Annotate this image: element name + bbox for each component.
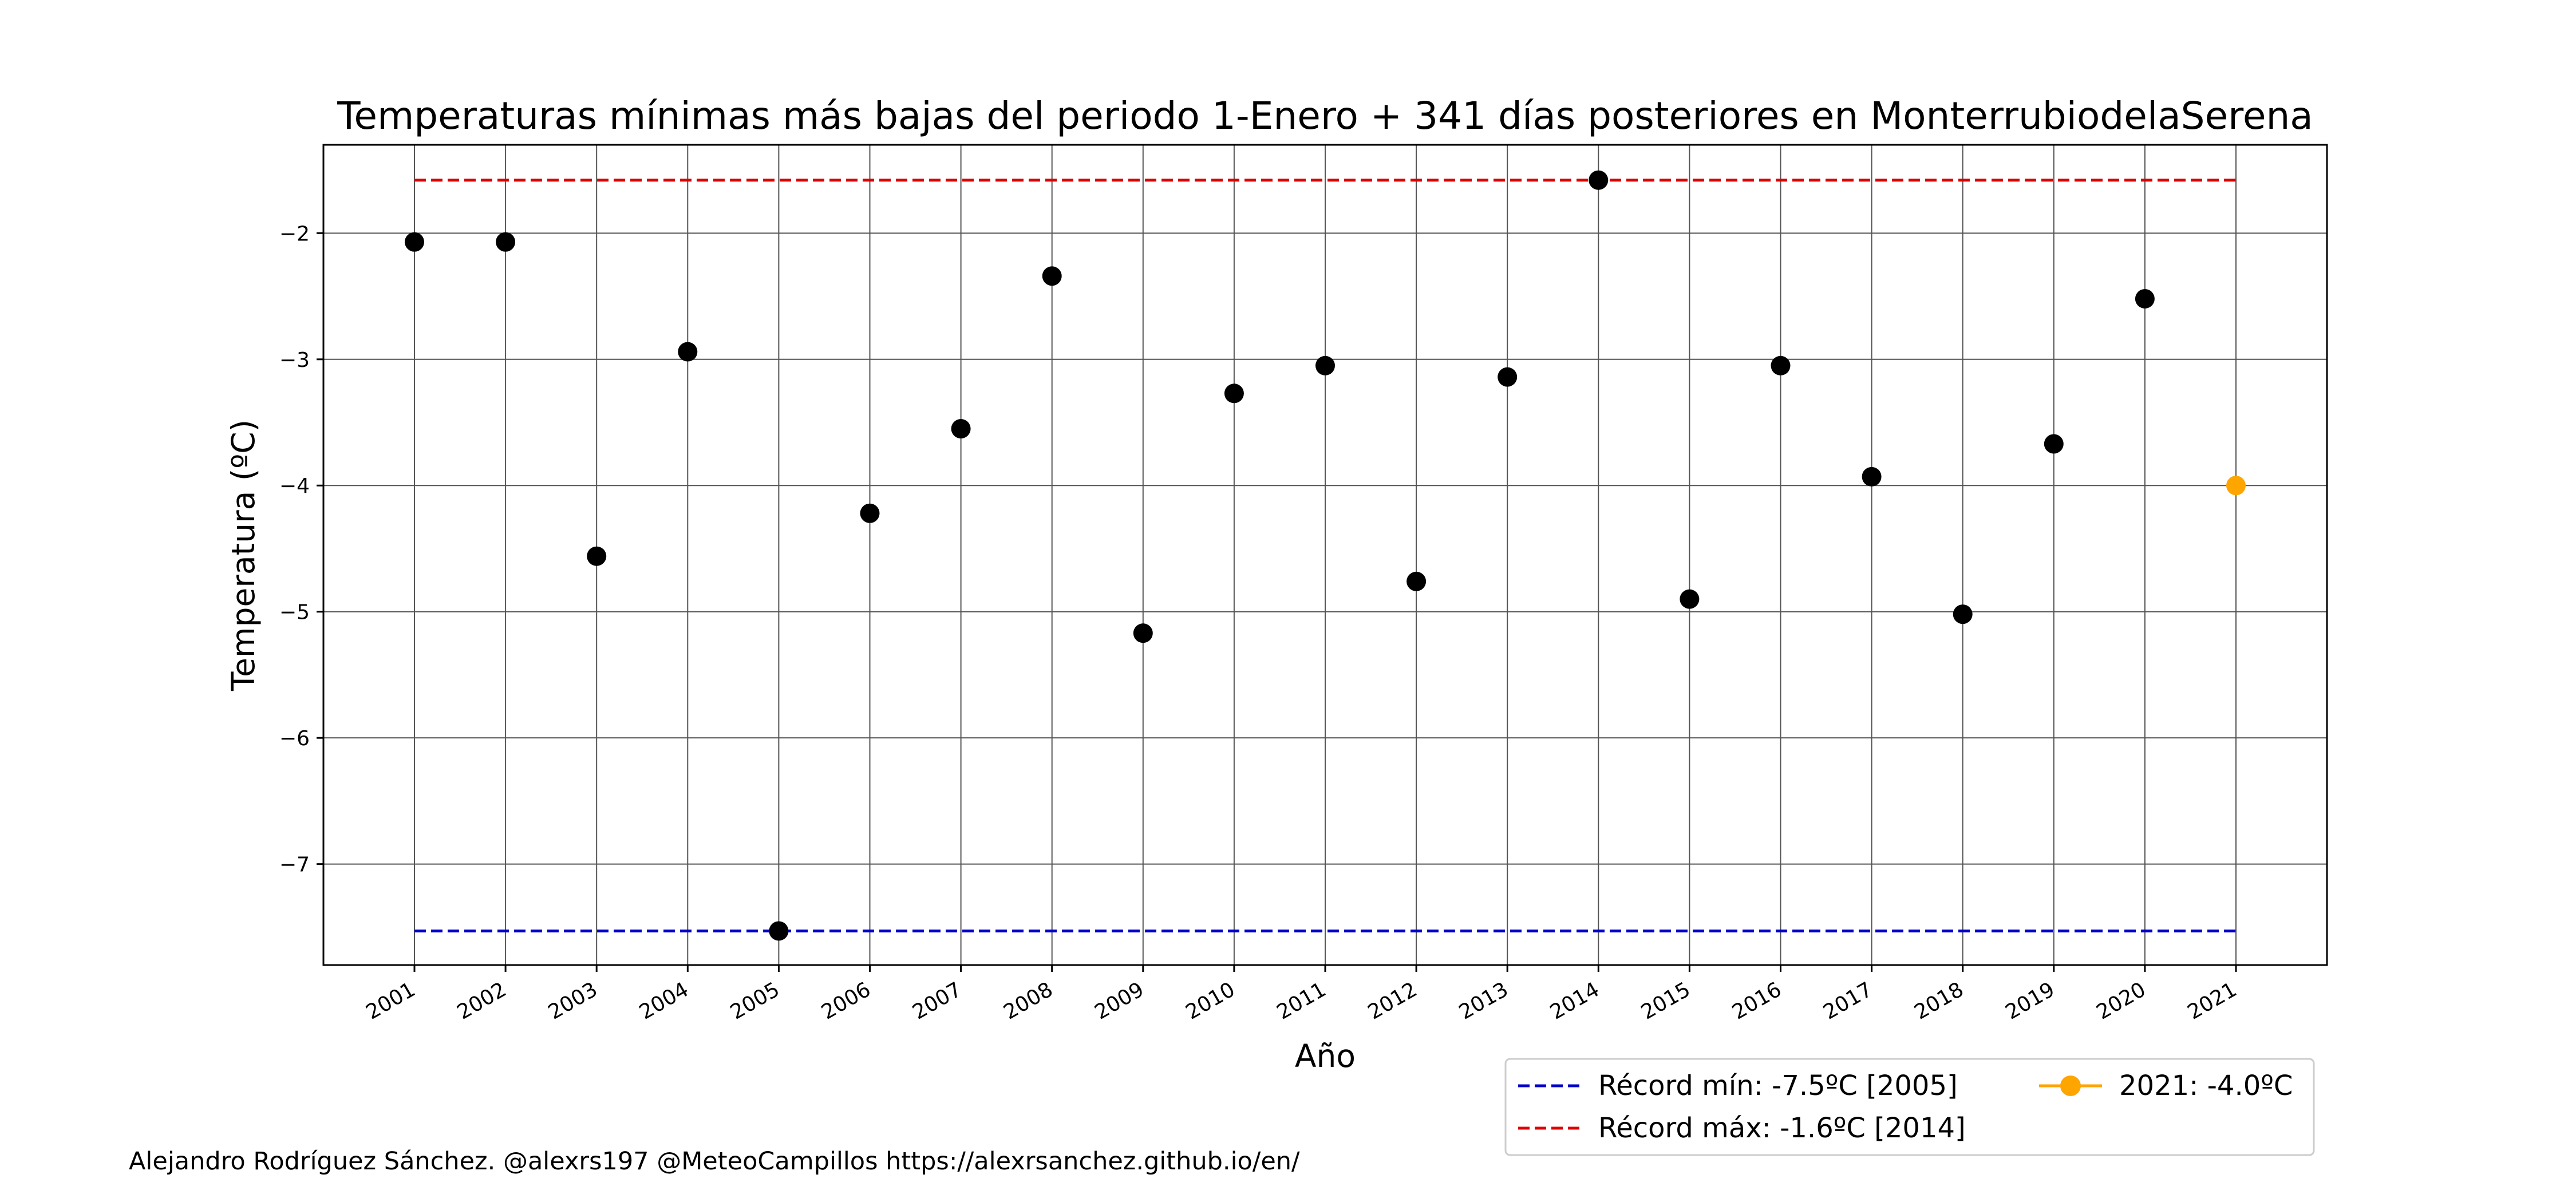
y-tick-label: −6	[279, 727, 310, 750]
chart-title: Temperaturas mínimas más bajas del perio…	[337, 94, 2313, 138]
data-point	[769, 921, 789, 941]
y-axis-ticks: −2 −3 −4 −5 −6 −7	[279, 222, 323, 877]
data-points	[405, 170, 2246, 941]
y-tick-label: −3	[279, 349, 310, 372]
data-point	[1862, 466, 1882, 487]
y-tick-label: −4	[279, 475, 310, 498]
data-point	[1406, 571, 1427, 591]
data-point	[587, 546, 607, 566]
reference-lines	[414, 179, 2236, 932]
data-point	[1133, 623, 1153, 643]
data-point	[1771, 355, 1791, 375]
legend-label-2021: 2021: -4.0ºC	[2119, 1070, 2293, 1102]
legend: Récord mín: -7.5ºC [2005] Récord máx: -1…	[1504, 1058, 2315, 1156]
data-point	[1680, 589, 1700, 609]
data-point	[1498, 367, 1518, 387]
data-point	[2135, 288, 2155, 309]
data-point	[860, 503, 880, 523]
x-axis-label: Año	[1295, 1038, 1356, 1074]
data-point	[2044, 434, 2064, 454]
data-point	[496, 232, 516, 252]
y-axis-label: Temperatura (ºC)	[225, 420, 262, 691]
y-tick-label: −5	[279, 601, 310, 624]
legend-marker-2021	[2060, 1076, 2081, 1096]
legend-label-record-min: Récord mín: -7.5ºC [2005]	[1598, 1070, 1958, 1102]
legend-box	[1504, 1058, 2315, 1156]
data-point	[1224, 383, 1244, 404]
data-point	[1315, 355, 1335, 375]
grid	[323, 145, 2327, 965]
legend-label-record-max: Récord máx: -1.6ºC [2014]	[1598, 1112, 1966, 1144]
y-tick-label: −7	[279, 853, 310, 877]
data-point	[1042, 266, 1062, 286]
data-point-current-year	[2226, 476, 2246, 496]
data-point	[951, 419, 971, 439]
data-point	[1953, 604, 1973, 624]
credit-text: Alejandro Rodríguez Sánchez. @alexrs197 …	[129, 1147, 1300, 1176]
data-point	[678, 342, 698, 362]
data-point	[1589, 170, 1609, 190]
data-point	[405, 232, 424, 252]
y-tick-label: −2	[279, 222, 310, 246]
